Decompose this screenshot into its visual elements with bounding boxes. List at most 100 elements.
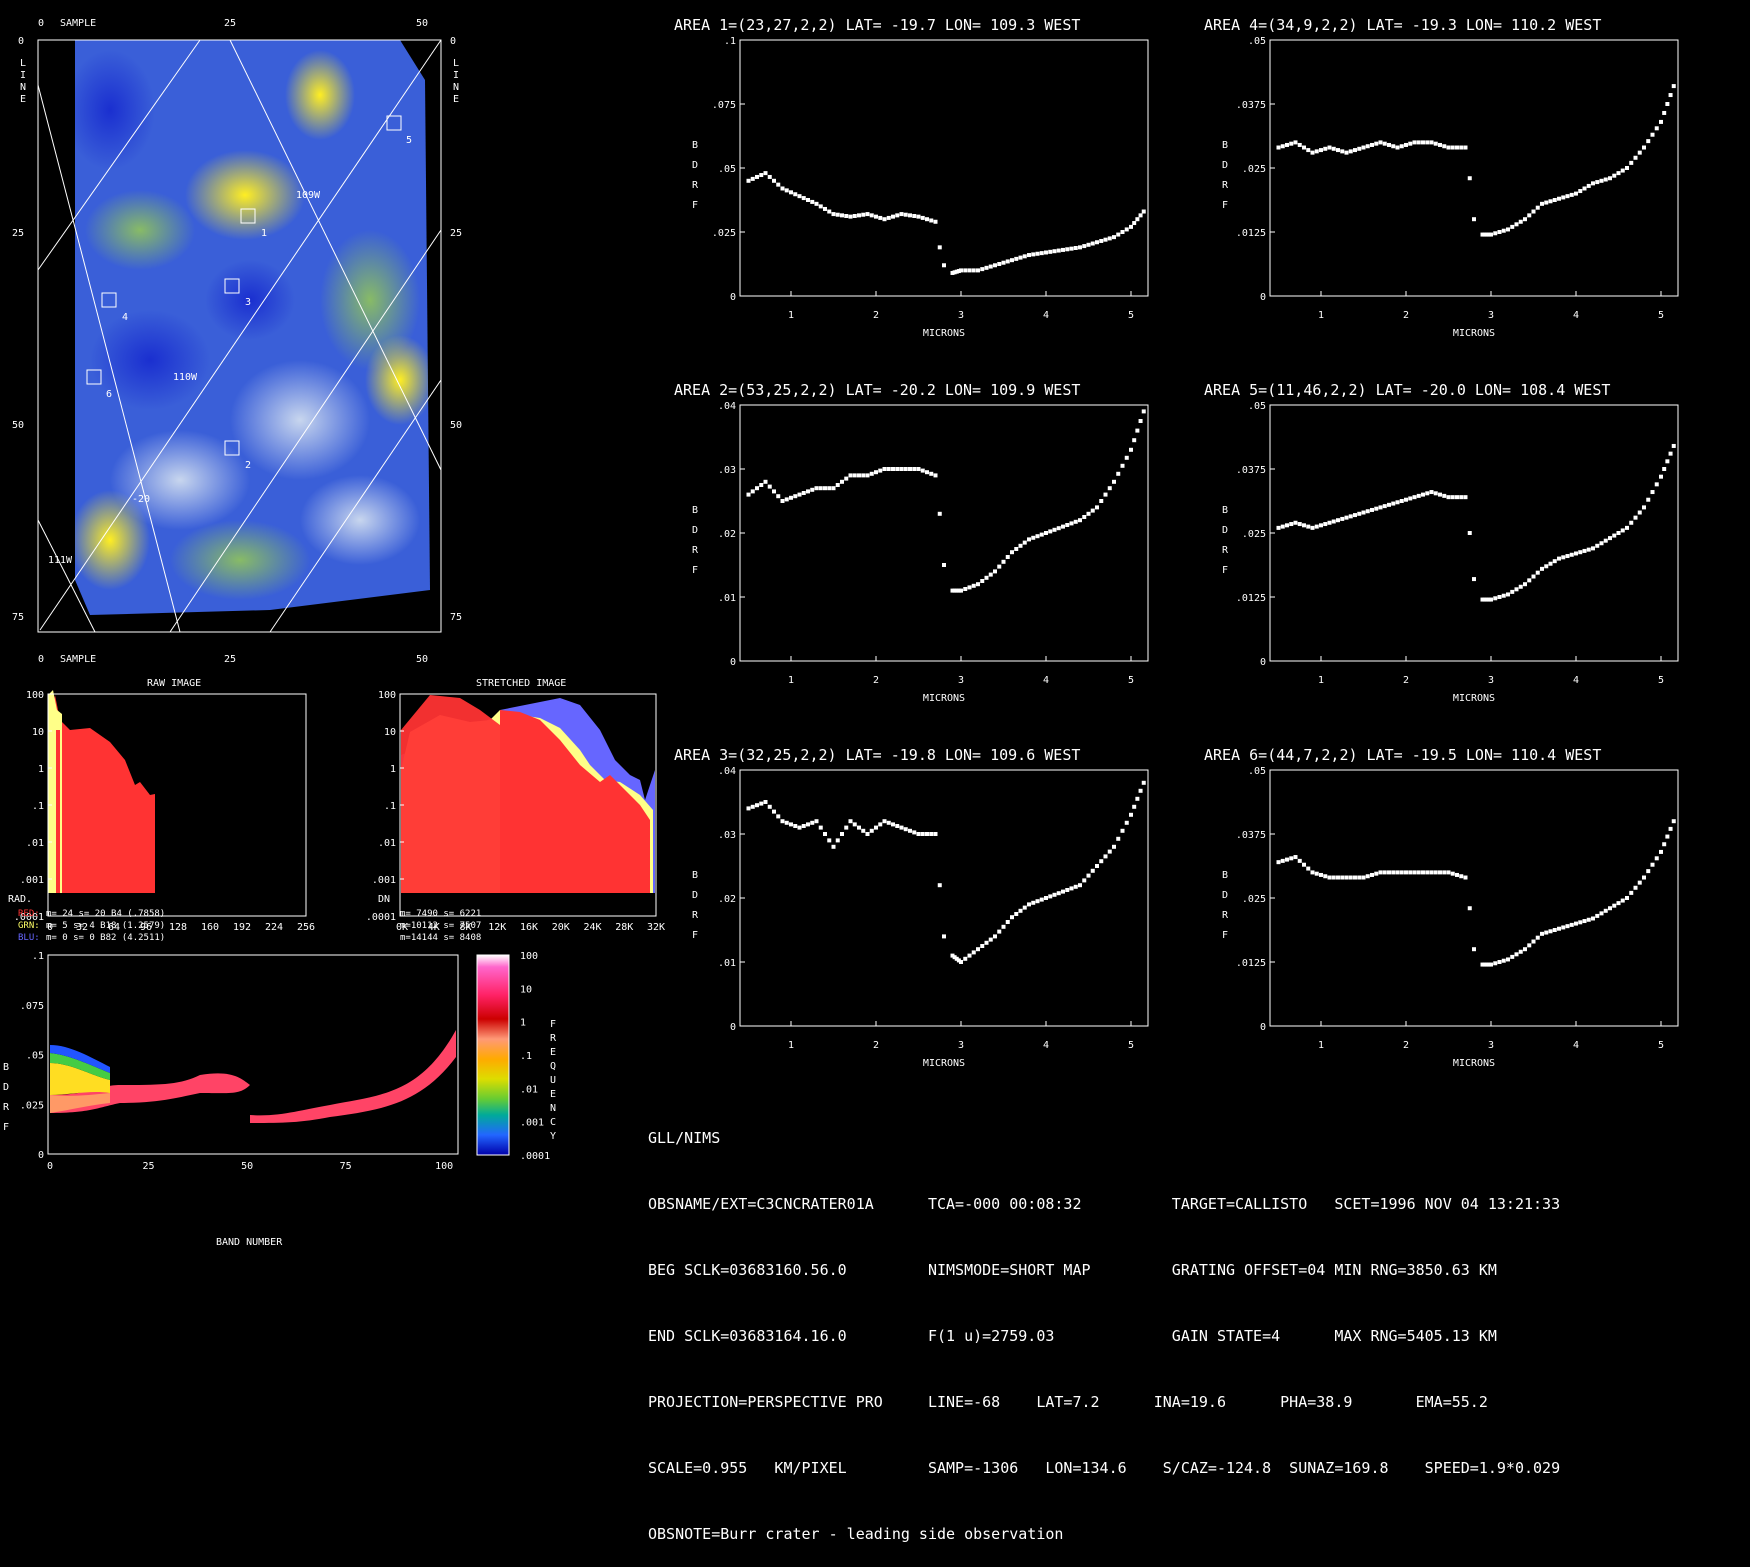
spectrum-ylabel-letter: F xyxy=(1222,930,1228,941)
line-axis-letter-e-left: E xyxy=(20,94,26,105)
spectrum-ytick: .02 xyxy=(718,529,736,540)
spectrum-ytick: .025 xyxy=(712,228,736,239)
info-line-7: OBSNOTE=Burr crater - leading side obser… xyxy=(648,1525,1064,1543)
spectrum-point xyxy=(746,492,751,497)
spectrum-ytick: .0375 xyxy=(1236,465,1266,476)
spectrum-ylabel-letter: B xyxy=(1222,505,1228,516)
spectrum-point xyxy=(1293,520,1298,525)
spectrum-point xyxy=(869,828,874,833)
spectrum-point xyxy=(1035,251,1040,256)
spectrum-point xyxy=(1497,230,1502,234)
spectrum-point xyxy=(942,263,946,268)
spectrum-point xyxy=(1365,144,1370,149)
spectrum-point xyxy=(1323,522,1328,527)
spectrum-point xyxy=(976,268,980,273)
spectrum-point xyxy=(750,804,755,809)
spectrum-point xyxy=(903,467,908,471)
spectrum-title: AREA 2=(53,25,2,2) LAT= -20.2 LON= 109.9… xyxy=(674,381,1080,399)
spectrum-point xyxy=(1044,250,1048,255)
spectrum-point xyxy=(1633,515,1638,520)
spectrum-point xyxy=(1561,195,1566,200)
raw-histogram-xtick: 224 xyxy=(265,922,283,933)
spectrum-point xyxy=(1348,875,1353,880)
spectrum-point xyxy=(1061,247,1065,252)
spectrum-point xyxy=(1010,550,1014,555)
spectrum-point xyxy=(1599,541,1604,546)
spectrum-point xyxy=(1429,870,1434,875)
spectrum-point xyxy=(967,585,972,590)
spectrum-xtick: 2 xyxy=(873,675,879,686)
colorbar-label-letter: F xyxy=(550,1019,556,1030)
line-tick-right-75: 75 xyxy=(450,612,462,623)
spectrum-point xyxy=(1557,556,1561,561)
spectrum-point xyxy=(1048,529,1053,534)
spectrum-point xyxy=(759,483,764,487)
spectrum-point xyxy=(1378,870,1383,875)
spectrum-point xyxy=(1132,438,1137,443)
raw-histogram: RAW IMAGE 100 10 1 .1 .01 .001 .0001 0 32 64 96 12… xyxy=(8,678,315,943)
spectrum-xlabel: MICRONS xyxy=(923,328,965,339)
spectrum-point xyxy=(1642,875,1646,880)
spectrum-point xyxy=(1506,592,1510,597)
spectrum-point xyxy=(1010,915,1014,920)
spectrum-point xyxy=(840,213,844,218)
spectrum-point xyxy=(1565,554,1570,559)
spectrum-point xyxy=(1518,584,1523,589)
spectrum-point xyxy=(1463,145,1468,150)
density-ytick: .1 xyxy=(32,951,44,962)
spectrum-point xyxy=(1591,546,1595,551)
sample-axis-label-bottom: SAMPLE xyxy=(60,654,96,665)
spectrum-point xyxy=(1497,960,1502,964)
spectrum-point xyxy=(1107,236,1112,241)
spectrum-point xyxy=(1357,146,1362,151)
spectrum-ytick: .02 xyxy=(718,894,736,905)
spectrum-point xyxy=(823,486,827,491)
spectrum-point xyxy=(1099,859,1104,864)
spectrum-point xyxy=(1082,244,1087,249)
spectrum-point xyxy=(1629,890,1634,895)
raw-stat-red-text: m= 24 s= 20 B4 (.7858) xyxy=(46,909,165,919)
spectrum-point xyxy=(1671,84,1676,89)
spectrum-ytick: 0 xyxy=(730,657,736,668)
spectrum-point xyxy=(1501,228,1506,233)
spectrum-xtick: 1 xyxy=(1318,1040,1324,1051)
spectrum-point xyxy=(1124,820,1129,825)
spectrum-point xyxy=(1293,855,1298,860)
raw-stat-grn-label: GRN: xyxy=(18,921,40,931)
spectrum-xtick: 1 xyxy=(788,1040,794,1051)
raw-histogram-xtick: 32 xyxy=(76,922,88,933)
density-ytick: .025 xyxy=(20,1100,44,1111)
spectrum-point xyxy=(1340,516,1345,521)
spectrum-point xyxy=(1659,474,1663,479)
stretched-histogram-xtick: 16K xyxy=(520,922,538,933)
spectrum-ylabel-letter: D xyxy=(1222,890,1228,901)
spectrum-point xyxy=(823,206,827,211)
stretched-stat-2: m=10112 s= 7507 xyxy=(400,921,481,931)
spectrum-point xyxy=(1276,145,1281,150)
colorbar-label-letter: U xyxy=(550,1075,556,1086)
spectrum-point xyxy=(1327,520,1332,525)
spectrum-point xyxy=(750,489,755,494)
spectrum-xtick: 2 xyxy=(873,310,879,321)
spectrum-point xyxy=(1289,856,1294,861)
spectrum-point xyxy=(767,484,772,489)
spectrum-point xyxy=(1408,496,1413,501)
sample-tick-top-50: 50 xyxy=(416,18,428,29)
spectrum-ylabel-letter: F xyxy=(1222,200,1228,211)
spectrum-point xyxy=(1022,254,1027,259)
spectrum-point xyxy=(844,476,849,481)
spectrum-point xyxy=(895,467,900,471)
spectrum-point xyxy=(984,265,989,270)
info-line-4: END SCLK=03683164.16.0 F(1 u)=2759.03 GA… xyxy=(648,1327,1497,1345)
spectrum-point xyxy=(780,819,785,824)
spectrum-ylabel-letter: B xyxy=(692,505,698,516)
spectrum-point xyxy=(1455,495,1459,500)
spectrum-point xyxy=(874,470,878,475)
spectrum-point xyxy=(1450,145,1455,150)
spectrum-point xyxy=(1374,506,1379,511)
spectrum-ytick: .05 xyxy=(1248,766,1266,777)
stretched-histogram: STRETCHED IMAGE 100 10 1 .1 .01 .001 .0001 0K 4… xyxy=(366,678,665,943)
spectrum-xtick: 5 xyxy=(1128,1040,1134,1051)
spectrum-point xyxy=(886,467,891,471)
spectrum-point xyxy=(1120,230,1125,234)
